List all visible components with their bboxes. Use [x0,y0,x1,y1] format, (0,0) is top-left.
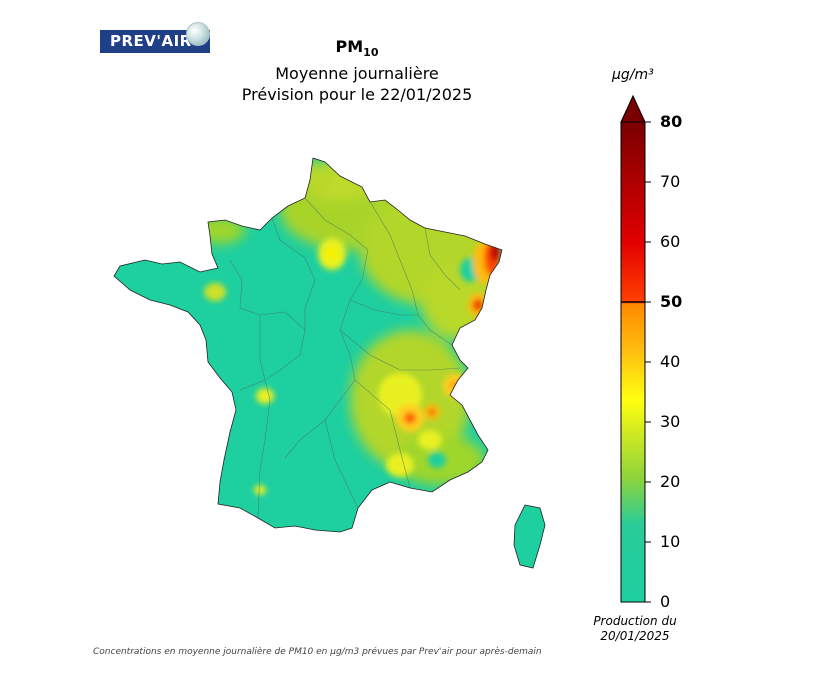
pollutant-title: PM10 [200,36,514,63]
colorbar-extend-arrow [620,94,646,123]
footnote: Concentrations en moyenne journalière de… [93,647,542,657]
colorbar-tick-label: 70 [660,172,681,191]
map-title: PM10 Moyenne journalière Prévision pour … [200,36,514,105]
logo-text: PREV'AIR [110,32,192,50]
title-average: Moyenne journalière [275,64,439,84]
colorbar-tick-label: 40 [660,352,681,371]
colorbar-gradient [620,121,646,603]
globe-icon [186,22,210,46]
colorbar-tick-label: 80 [660,112,683,131]
colorbar-tick-label: 50 [660,292,683,311]
pollutant-name: PM [335,37,364,56]
title-forecast-date: Prévision pour le 22/01/2025 [241,85,473,105]
production-label: Production du [593,614,677,628]
prevair-logo: PREV'AIR [100,22,212,54]
colorbar-tick-label: 0 [660,592,671,611]
logo-background [100,30,210,53]
colorbar-tick-label: 30 [660,412,681,431]
france-pm10-map [113,157,546,569]
colorbar-tick-label: 20 [660,472,681,491]
colorbar-unit: µg/m³ [612,67,654,83]
colorbar [620,94,651,603]
production-date: Production du 20/01/2025 [580,614,690,644]
pollutant-subscript: 10 [363,46,379,60]
colorbar-tick-label: 60 [660,232,681,251]
colorbar-tick-label: 10 [660,532,681,551]
production-date-value: 20/01/2025 [600,629,670,643]
